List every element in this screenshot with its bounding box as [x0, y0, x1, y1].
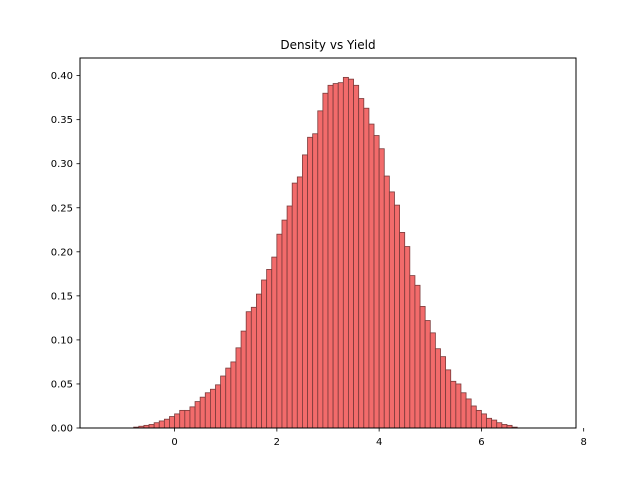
histogram-bar: [368, 123, 375, 429]
histogram-bar: [225, 367, 232, 429]
histogram-bar: [204, 392, 211, 429]
histogram-bar: [429, 332, 436, 429]
histogram-bar: [419, 306, 426, 429]
histogram-bar: [358, 98, 365, 429]
histogram-bar: [312, 133, 319, 429]
histogram-bar: [209, 388, 216, 429]
histogram-bar: [302, 154, 308, 429]
histogram-bar: [235, 347, 242, 429]
x-tick-label: 6: [478, 437, 484, 448]
histogram-bar: [409, 275, 416, 429]
histogram-bar: [291, 182, 298, 429]
x-axis: 0 2 4 6 8: [171, 428, 587, 448]
plot-frame: [79, 57, 577, 429]
x-tick-label: 4: [376, 437, 382, 448]
histogram-bar: [189, 406, 196, 429]
y-tick-label: 0.00: [51, 424, 73, 435]
histogram-bar: [470, 405, 477, 429]
histogram-bar: [394, 204, 400, 429]
histogram-bar: [322, 92, 329, 429]
histogram-bar: [220, 375, 227, 429]
histogram-bar: [486, 417, 493, 429]
histogram-bar: [491, 419, 498, 429]
histogram-bar: [158, 420, 165, 429]
histogram-bar: [307, 136, 314, 429]
histogram-bar: [481, 413, 487, 429]
y-tick-label: 0.05: [51, 379, 73, 390]
x-tick-label: 8: [580, 437, 586, 448]
histogram-bar: [266, 269, 273, 429]
histogram-bar: [179, 409, 186, 429]
histogram-bar: [184, 409, 191, 429]
histogram-bar: [440, 356, 447, 429]
histogram-bar: [414, 284, 421, 429]
histogram-bar: [153, 422, 160, 429]
histogram-bar: [332, 83, 339, 429]
histogram-bar: [388, 191, 395, 429]
histogram-bar: [337, 82, 344, 429]
histogram-bar: [148, 424, 155, 429]
histogram-bar: [342, 76, 349, 429]
histogram-bar: [174, 413, 181, 429]
histogram-bar: [475, 409, 482, 429]
histogram-bar: [363, 107, 370, 429]
histogram-bar: [455, 383, 462, 429]
histogram-bar: [373, 135, 380, 429]
histogram-bar: [399, 232, 406, 429]
histogram-bar: [169, 416, 175, 429]
histogram-bar: [327, 84, 334, 429]
histogram-bar: [199, 396, 206, 429]
x-tick-label: 2: [274, 437, 280, 448]
histogram-bar: [434, 348, 441, 429]
histogram-bar: [450, 380, 457, 429]
y-tick-label: 0.25: [51, 203, 73, 214]
y-tick-label: 0.30: [51, 159, 73, 170]
histogram-bar: [460, 392, 467, 429]
histogram-bar: [194, 401, 201, 429]
histogram-bar: [378, 148, 385, 429]
histogram-bar: [163, 418, 170, 429]
histogram-bars: [133, 76, 518, 429]
histogram-bar: [261, 279, 268, 429]
histogram-bar: [250, 306, 257, 429]
y-axis: 0.00 0.05 0.10 0.15 0.20 0.25 0.30 0.35 0.40: [51, 71, 80, 435]
histogram-bar: [281, 219, 288, 429]
histogram-bar: [445, 369, 452, 429]
histogram-bar: [404, 246, 411, 429]
y-tick-label: 0.35: [51, 115, 73, 126]
histogram-bar: [465, 398, 472, 429]
x-tick-label: 0: [171, 437, 177, 448]
histogram-bar: [317, 110, 324, 429]
histogram-bar: [230, 361, 237, 429]
histogram-bar: [348, 78, 354, 429]
y-tick-label: 0.20: [51, 247, 73, 258]
chart-title: Density vs Yield: [280, 38, 375, 52]
y-tick-label: 0.15: [51, 291, 73, 302]
histogram-bar: [496, 422, 503, 429]
histogram-bar: [276, 233, 283, 429]
histogram-bar: [215, 384, 222, 429]
histogram-bar: [383, 175, 390, 429]
histogram-bar: [501, 424, 508, 429]
y-tick-label: 0.40: [51, 71, 73, 82]
histogram-bar: [271, 256, 278, 429]
histogram-bar: [424, 320, 431, 429]
histogram-bar: [245, 311, 252, 429]
histogram-bar: [296, 176, 303, 429]
histogram-bar: [353, 84, 360, 429]
histogram-bar: [256, 293, 262, 429]
y-tick-label: 0.10: [51, 335, 73, 346]
histogram-bar: [240, 330, 247, 429]
histogram-bar: [286, 205, 293, 429]
